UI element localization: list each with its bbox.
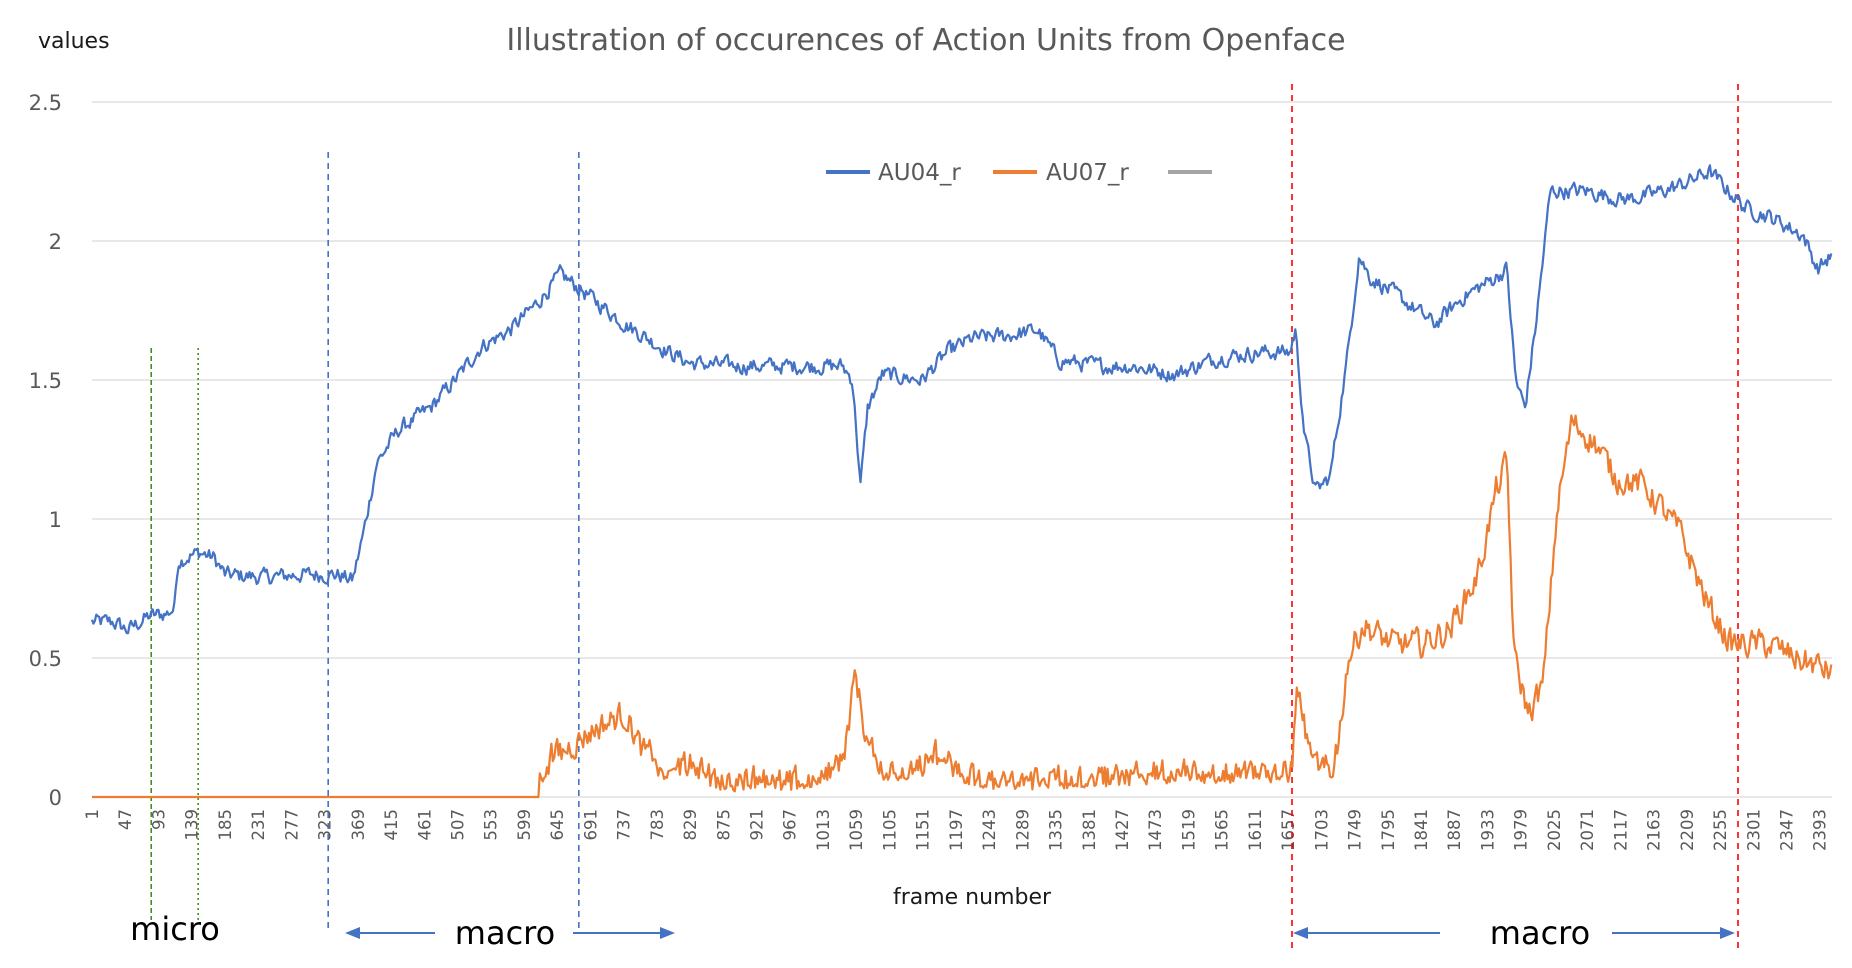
macro-left-arrowhead-right bbox=[660, 927, 675, 939]
x-tick-label-22: 1013 bbox=[814, 809, 833, 851]
x-tick-label-38: 1749 bbox=[1346, 809, 1365, 851]
x-tick-label-6: 277 bbox=[282, 809, 301, 841]
x-tick-label-1: 47 bbox=[116, 809, 135, 830]
y-axis-label: values bbox=[38, 29, 110, 54]
x-tick-label-44: 2025 bbox=[1545, 809, 1564, 851]
gridlines bbox=[92, 101, 1832, 798]
x-tick-label-46: 2117 bbox=[1611, 809, 1630, 851]
x-tick-label-8: 369 bbox=[349, 809, 368, 841]
x-tick-label-14: 645 bbox=[548, 809, 567, 841]
y-tick-label-1: 0.5 bbox=[29, 647, 62, 671]
series-line-au04_r bbox=[90, 164, 1833, 635]
x-tick-label-2: 93 bbox=[149, 809, 168, 830]
x-tick-label-48: 2209 bbox=[1678, 809, 1697, 851]
y-tick-label-2: 1 bbox=[49, 508, 62, 532]
y-tick-label-5: 2.5 bbox=[29, 91, 62, 115]
x-tick-label-26: 1197 bbox=[947, 809, 966, 851]
annotations: micro macro macro bbox=[130, 910, 1735, 952]
x-tick-label-41: 1887 bbox=[1445, 809, 1464, 851]
x-tick-label-49: 2255 bbox=[1711, 809, 1730, 851]
x-tick-label-18: 829 bbox=[681, 809, 700, 841]
x-tick-label-20: 921 bbox=[748, 809, 767, 841]
x-tick-label-34: 1565 bbox=[1213, 809, 1232, 851]
x-tick-label-50: 2301 bbox=[1744, 809, 1763, 851]
x-tick-label-10: 461 bbox=[415, 809, 434, 841]
x-tick-label-15: 691 bbox=[581, 809, 600, 841]
x-tick-label-3: 139 bbox=[183, 809, 202, 841]
x-tick-label-9: 415 bbox=[382, 809, 401, 841]
x-tick-label-42: 1933 bbox=[1478, 809, 1497, 851]
macro-right-arrowhead-right bbox=[1720, 927, 1735, 939]
x-tick-label-35: 1611 bbox=[1246, 809, 1265, 851]
x-tick-label-12: 553 bbox=[482, 809, 501, 841]
legend: AU04_r AU07_r bbox=[826, 160, 1212, 186]
x-tick-label-23: 1059 bbox=[847, 809, 866, 851]
y-tick-label-0: 0 bbox=[49, 786, 62, 810]
x-tick-label-27: 1243 bbox=[980, 809, 999, 851]
x-tick-label-32: 1473 bbox=[1146, 809, 1165, 851]
y-tick-label-4: 2 bbox=[49, 230, 62, 254]
y-tick-labels: 0 0.5 1 1.5 2 2.5 bbox=[29, 91, 62, 810]
x-tick-label-51: 2347 bbox=[1777, 809, 1796, 851]
x-tick-label-4: 185 bbox=[216, 809, 235, 841]
macro-left-label: macro bbox=[455, 914, 555, 952]
macro-left-arrowhead-left bbox=[345, 927, 360, 939]
x-tick-label-47: 2163 bbox=[1645, 809, 1664, 851]
event-markers bbox=[150, 84, 1739, 948]
micro-label: micro bbox=[130, 910, 220, 948]
legend-label-au07: AU07_r bbox=[1046, 160, 1129, 186]
x-tick-label-7: 323 bbox=[316, 809, 335, 841]
legend-label-au04: AU04_r bbox=[878, 160, 961, 186]
x-tick-label-21: 967 bbox=[781, 809, 800, 841]
x-tick-label-36: 1657 bbox=[1279, 809, 1298, 851]
x-tick-label-43: 1979 bbox=[1512, 809, 1531, 851]
x-tick-labels: 1 47 93 139 185 231 277 323 369 415 461 507 553 599 64… bbox=[83, 809, 1830, 851]
x-tick-label-5: 231 bbox=[249, 809, 268, 841]
x-tick-label-37: 1703 bbox=[1312, 809, 1331, 851]
x-tick-label-28: 1289 bbox=[1013, 809, 1032, 851]
x-tick-label-0: 1 bbox=[83, 809, 102, 820]
macro-right-label: macro bbox=[1490, 914, 1590, 952]
x-tick-label-25: 1151 bbox=[914, 809, 933, 851]
x-tick-label-45: 2071 bbox=[1578, 809, 1597, 851]
series-line-au07_r bbox=[92, 414, 1833, 799]
x-tick-label-30: 1381 bbox=[1080, 809, 1099, 851]
y-tick-label-3: 1.5 bbox=[29, 369, 62, 393]
x-tick-label-31: 1427 bbox=[1113, 809, 1132, 851]
x-tick-label-13: 599 bbox=[515, 809, 534, 841]
x-tick-label-40: 1841 bbox=[1412, 809, 1431, 851]
x-tick-label-11: 507 bbox=[448, 809, 467, 841]
x-tick-label-24: 1105 bbox=[880, 809, 899, 851]
x-tick-label-29: 1335 bbox=[1047, 809, 1066, 851]
chart-title: Illustration of occurences of Action Uni… bbox=[506, 23, 1345, 58]
x-axis-label: frame number bbox=[893, 885, 1052, 910]
x-tick-label-52: 2393 bbox=[1811, 809, 1830, 851]
x-tick-label-33: 1519 bbox=[1179, 809, 1198, 851]
x-tick-label-19: 875 bbox=[714, 809, 733, 841]
x-tick-label-17: 783 bbox=[648, 809, 667, 841]
x-tick-label-16: 737 bbox=[615, 809, 634, 841]
x-tick-label-39: 1795 bbox=[1379, 809, 1398, 851]
macro-right-arrowhead-left bbox=[1293, 927, 1308, 939]
series-lines bbox=[90, 164, 1833, 799]
